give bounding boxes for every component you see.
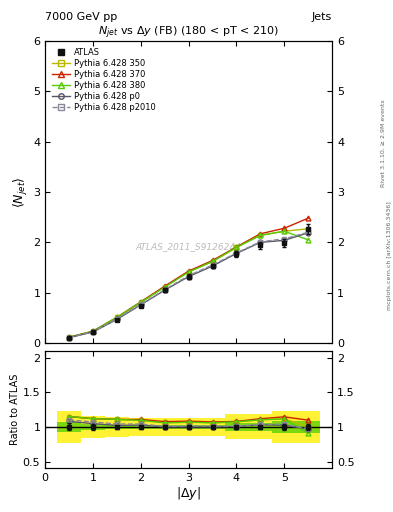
Pythia 6.428 p2010 (186, 272, 191, 279)
Pythia 6.428 380 (115, 314, 119, 321)
Pythia 6.428 380 (258, 232, 263, 239)
Legend: ATLAS, Pythia 6.428 350, Pythia 6.428 370, Pythia 6.428 380, Pythia 6.428 p0, Py: ATLAS, Pythia 6.428 350, Pythia 6.428 37… (50, 45, 158, 115)
Pythia 6.428 p2010 (162, 287, 167, 293)
Pythia 6.428 370 (67, 334, 72, 340)
Pythia 6.428 p0 (67, 334, 72, 340)
Pythia 6.428 380 (210, 259, 215, 265)
Line: Pythia 6.428 p2010: Pythia 6.428 p2010 (67, 230, 310, 340)
Pythia 6.428 380 (282, 228, 286, 234)
Pythia 6.428 370 (115, 314, 119, 321)
Pythia 6.428 370 (258, 231, 263, 237)
Pythia 6.428 370 (210, 258, 215, 264)
Text: Rivet 3.1.10, ≥ 2.9M events: Rivet 3.1.10, ≥ 2.9M events (381, 99, 386, 187)
Pythia 6.428 350 (67, 334, 72, 340)
Pythia 6.428 350 (234, 244, 239, 250)
Pythia 6.428 p0 (91, 329, 95, 335)
Pythia 6.428 p2010 (258, 239, 263, 245)
Pythia 6.428 p2010 (91, 329, 95, 335)
Pythia 6.428 p2010 (115, 316, 119, 322)
Pythia 6.428 350 (115, 314, 119, 321)
Line: Pythia 6.428 p0: Pythia 6.428 p0 (67, 230, 310, 340)
Pythia 6.428 p0 (186, 273, 191, 280)
Pythia 6.428 p2010 (234, 250, 239, 256)
Pythia 6.428 350 (91, 328, 95, 334)
Pythia 6.428 p2010 (67, 334, 72, 340)
Pythia 6.428 p2010 (210, 262, 215, 268)
Pythia 6.428 380 (91, 328, 95, 334)
Line: Pythia 6.428 350: Pythia 6.428 350 (67, 226, 310, 339)
Pythia 6.428 350 (210, 259, 215, 265)
X-axis label: $|\Delta y|$: $|\Delta y|$ (176, 485, 201, 502)
Pythia 6.428 350 (282, 228, 286, 234)
Pythia 6.428 370 (234, 244, 239, 250)
Pythia 6.428 370 (186, 268, 191, 274)
Pythia 6.428 370 (306, 215, 310, 221)
Pythia 6.428 350 (306, 226, 310, 232)
Line: Pythia 6.428 380: Pythia 6.428 380 (67, 229, 310, 339)
Text: ATLAS_2011_S9126244: ATLAS_2011_S9126244 (136, 242, 242, 251)
Pythia 6.428 370 (138, 298, 143, 305)
Pythia 6.428 p0 (115, 316, 119, 323)
Pythia 6.428 p0 (138, 302, 143, 308)
Pythia 6.428 p0 (282, 237, 286, 243)
Pythia 6.428 350 (138, 299, 143, 305)
Pythia 6.428 380 (138, 299, 143, 305)
Pythia 6.428 370 (91, 328, 95, 334)
Text: 7000 GeV pp: 7000 GeV pp (45, 11, 118, 22)
Y-axis label: Ratio to ATLAS: Ratio to ATLAS (10, 374, 20, 445)
Text: Jets: Jets (312, 11, 332, 22)
Y-axis label: $\langle N_{jet}\rangle$: $\langle N_{jet}\rangle$ (13, 176, 30, 208)
Pythia 6.428 p2010 (306, 229, 310, 236)
Pythia 6.428 p2010 (282, 236, 286, 242)
Pythia 6.428 370 (282, 225, 286, 231)
Pythia 6.428 380 (234, 244, 239, 250)
Pythia 6.428 380 (186, 269, 191, 275)
Pythia 6.428 p0 (258, 239, 263, 245)
Pythia 6.428 380 (162, 284, 167, 290)
Pythia 6.428 380 (67, 334, 72, 340)
Pythia 6.428 p0 (306, 230, 310, 236)
Pythia 6.428 p2010 (138, 301, 143, 307)
Pythia 6.428 380 (306, 237, 310, 243)
Pythia 6.428 350 (258, 232, 263, 239)
Pythia 6.428 350 (186, 268, 191, 274)
Title: $N_{jet}$ vs $\Delta y$ (FB) (180 < pT < 210): $N_{jet}$ vs $\Delta y$ (FB) (180 < pT <… (98, 25, 279, 41)
Pythia 6.428 p0 (234, 250, 239, 257)
Pythia 6.428 p0 (162, 287, 167, 293)
Line: Pythia 6.428 370: Pythia 6.428 370 (67, 216, 310, 339)
Text: mcplots.cern.ch [arXiv:1306.3436]: mcplots.cern.ch [arXiv:1306.3436] (387, 202, 391, 310)
Pythia 6.428 350 (162, 284, 167, 290)
Pythia 6.428 p0 (210, 263, 215, 269)
Pythia 6.428 370 (162, 283, 167, 289)
